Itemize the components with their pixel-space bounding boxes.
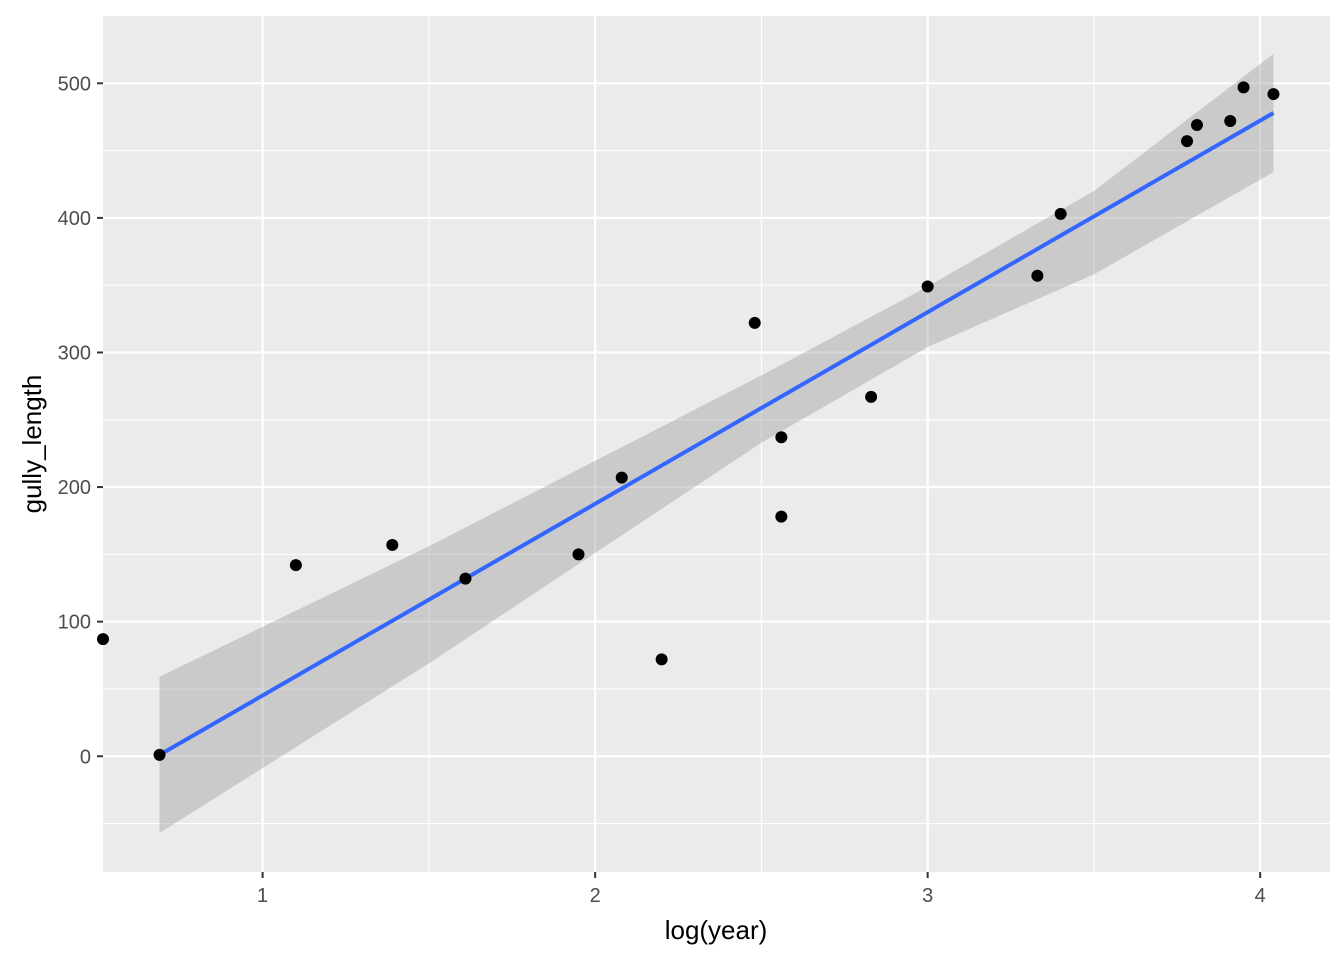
x-tick-label: 3 xyxy=(922,885,933,907)
data-point xyxy=(572,548,585,561)
confidence-band xyxy=(159,53,1274,833)
data-point xyxy=(153,748,166,761)
confidence-band-layer xyxy=(159,53,1274,833)
y-tick-label: 0 xyxy=(80,746,91,768)
x-tick-label: 4 xyxy=(1255,885,1266,907)
axis-ticks xyxy=(97,82,1262,878)
y-tick-label: 400 xyxy=(58,208,91,230)
data-point xyxy=(459,572,472,585)
y-axis-title: gully_length xyxy=(17,375,47,514)
data-point xyxy=(1267,88,1280,101)
data-point xyxy=(775,431,788,444)
tick-labels: 1 2 3 4 0 100 200 300 400 500 xyxy=(58,73,1266,907)
data-point xyxy=(1054,207,1067,220)
data-point xyxy=(775,510,788,523)
data-point xyxy=(289,559,302,572)
data-point xyxy=(1181,135,1194,148)
minor-grid xyxy=(103,16,1330,872)
data-point xyxy=(615,471,628,484)
data-point xyxy=(748,316,761,329)
x-tick-label: 2 xyxy=(590,885,601,907)
data-point xyxy=(655,653,668,666)
data-point xyxy=(1190,119,1203,132)
x-tick-label: 1 xyxy=(257,885,268,907)
data-point xyxy=(1224,114,1237,127)
data-point xyxy=(386,538,399,551)
y-tick-label: 100 xyxy=(58,612,91,634)
data-point xyxy=(1031,269,1044,282)
y-tick-label: 500 xyxy=(58,73,91,95)
data-point xyxy=(1237,81,1250,94)
x-axis-title: log(year) xyxy=(665,915,768,945)
data-point xyxy=(97,633,109,646)
data-point xyxy=(865,390,878,403)
y-tick-label: 300 xyxy=(58,342,91,364)
fit-line xyxy=(158,111,1275,757)
major-grid xyxy=(103,16,1330,872)
data-point xyxy=(921,280,934,293)
points-layer xyxy=(97,81,1280,761)
fit-line-layer xyxy=(158,111,1275,757)
panel-background xyxy=(103,16,1330,872)
y-tick-label: 200 xyxy=(58,477,91,499)
